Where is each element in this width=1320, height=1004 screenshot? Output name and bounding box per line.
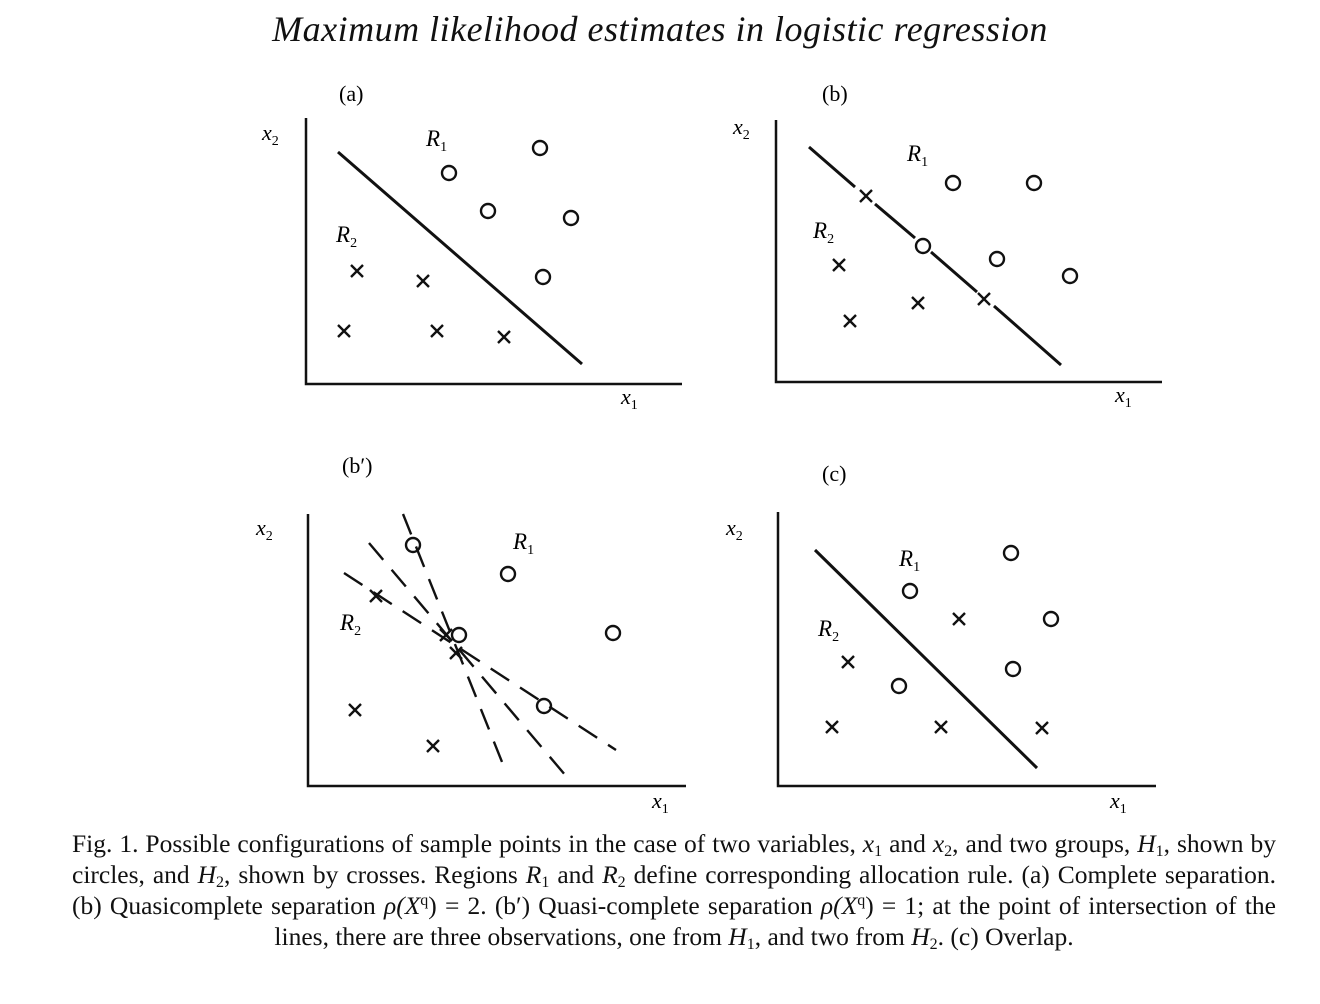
panel-b-x-axis-label: x1: [1114, 382, 1132, 411]
panel-b-prime-dashed-lines: [343, 513, 617, 777]
circle-marker: [440, 164, 458, 182]
circle-marker: [988, 250, 1006, 268]
panel-c-region-r1: R1: [898, 546, 920, 575]
circle-marker: [1042, 610, 1060, 628]
cross-marker: [832, 258, 846, 272]
panel-b-prime-region-r1: R1: [512, 529, 534, 558]
circle-marker: [499, 565, 517, 583]
cross-marker: [825, 720, 839, 734]
panel-b-prime-label: (b′): [342, 453, 372, 478]
panel-b-prime-circles: [404, 536, 622, 715]
cross-marker: [977, 292, 991, 306]
cross-marker: [439, 628, 453, 642]
cross-marker: [859, 189, 873, 203]
circle-marker: [562, 209, 580, 227]
cross-marker: [497, 330, 511, 344]
panel-b-region-r1: R1: [906, 141, 928, 170]
panel-b-prime-axes: [306, 514, 686, 788]
circle-marker: [1004, 660, 1022, 678]
circle-marker: [1061, 267, 1079, 285]
cross-marker: [426, 739, 440, 753]
panel-c-crosses: [825, 612, 1049, 735]
circle-marker: [944, 174, 962, 192]
panel-b-y-axis-label: x2: [732, 114, 750, 143]
circle-marker: [535, 697, 553, 715]
cross-marker: [952, 612, 966, 626]
panel-b-crosses: [832, 189, 991, 328]
cross-marker: [1035, 721, 1049, 735]
panel-a-crosses: [337, 264, 511, 344]
circle-marker: [914, 237, 932, 255]
panel-b-prime-crosses: [348, 589, 463, 753]
panel-a-circles: [440, 139, 580, 286]
panel-b-prime-region-r2: R2: [339, 610, 361, 639]
panel-c-circles: [890, 544, 1060, 695]
cross-marker: [337, 324, 351, 338]
circle-marker: [1025, 174, 1043, 192]
circle-marker: [404, 536, 422, 554]
cross-marker: [934, 720, 948, 734]
panel-c-region-r2: R2: [817, 616, 839, 645]
panel-a-region-r1: R1: [425, 126, 447, 155]
panel-a-axes: [304, 118, 682, 386]
circle-marker: [890, 677, 908, 695]
panel-c-x-axis-label: x1: [1109, 788, 1127, 817]
panel-b-label: (b): [822, 81, 848, 106]
panel-c: [776, 512, 1156, 788]
circle-marker: [901, 582, 919, 600]
cross-marker: [430, 324, 444, 338]
panel-b-prime-y-axis-label: x2: [255, 515, 273, 544]
cross-marker: [350, 264, 364, 278]
panel-a-separating-line: [337, 150, 583, 366]
circle-marker: [479, 202, 497, 220]
panel-c-y-axis-label: x2: [725, 515, 743, 544]
cross-marker: [449, 646, 463, 660]
panel-b: [774, 120, 1162, 384]
panel-b-axes: [774, 120, 1162, 384]
circle-marker: [604, 624, 622, 642]
cross-marker: [416, 274, 430, 288]
circle-marker: [450, 626, 468, 644]
panel-c-axes: [776, 512, 1156, 788]
cross-marker: [841, 655, 855, 669]
cross-marker: [348, 703, 362, 717]
figure-caption: Fig. 1. Possible configurations of sampl…: [72, 829, 1277, 953]
panel-b-separating-line: [808, 145, 1062, 367]
panel-a: [304, 118, 682, 386]
circle-marker: [534, 268, 552, 286]
panel-a-region-r2: R2: [335, 222, 357, 251]
cross-marker: [369, 589, 383, 603]
panel-b-region-r2: R2: [812, 218, 834, 247]
cross-marker: [911, 296, 925, 310]
panel-b-prime-x-axis-label: x1: [651, 788, 669, 817]
figure-title: Maximum likelihood estimates in logistic…: [272, 9, 1048, 49]
panel-a-y-axis-label: x2: [261, 120, 279, 149]
circle-marker: [1002, 544, 1020, 562]
panel-c-separating-line: [813, 548, 1039, 770]
panel-c-label: (c): [822, 461, 846, 486]
panel-b-prime: [306, 513, 686, 788]
circle-marker: [531, 139, 549, 157]
cross-marker: [843, 314, 857, 328]
panel-a-label: (a): [339, 81, 363, 106]
panel-b-circles: [914, 174, 1079, 285]
panel-a-x-axis-label: x1: [620, 384, 638, 413]
